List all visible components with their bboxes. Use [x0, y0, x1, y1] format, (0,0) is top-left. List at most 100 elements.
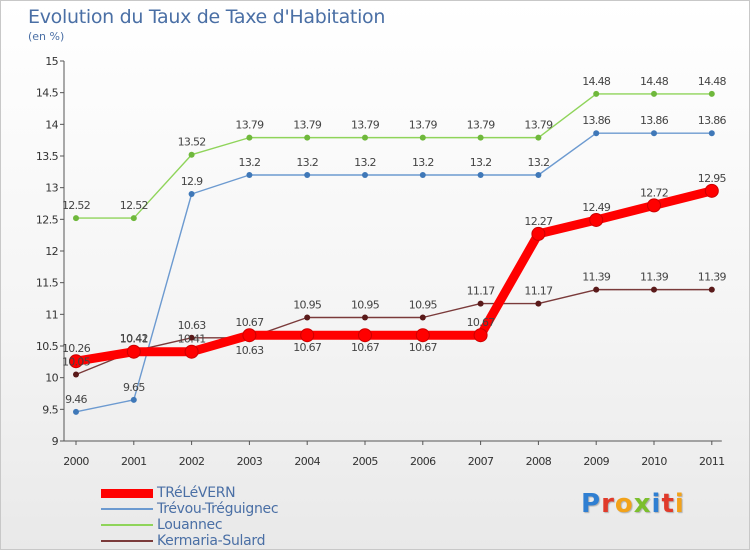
data-point-louannec — [708, 90, 715, 97]
data-label-tr-l-vern: 12.95 — [698, 172, 727, 185]
x-tick-label: 2003 — [237, 455, 263, 468]
data-label-kermaria-sulard: 10.95 — [293, 299, 322, 312]
data-label-tr-l-vern: 10.41 — [120, 333, 148, 346]
data-label-kermaria-sulard: 11.17 — [524, 285, 553, 298]
data-label-tr-l-vern: 10.67 — [351, 341, 380, 354]
data-label-louannec: 14.48 — [582, 75, 611, 88]
data-point-tr-l-vern — [589, 212, 604, 227]
data-label-tr-l-vern: 10.67 — [235, 316, 264, 329]
data-label-kermaria-sulard: 10.63 — [235, 344, 264, 357]
data-point-tr-l-vern — [184, 344, 199, 359]
data-point-tr-l-vern — [473, 328, 488, 343]
series-line-tr-vou-tr-guignec — [75, 132, 713, 413]
data-point-tr-l-vern — [647, 198, 661, 213]
data-label-tr-vou-tr-guignec: 13.86 — [698, 114, 727, 127]
data-label-louannec: 12.52 — [62, 199, 90, 212]
data-label-tr-l-vern: 10.41 — [178, 333, 206, 346]
legend-label: Kermaria-Sulard — [157, 533, 266, 549]
data-point-tr-vou-tr-guignec — [535, 172, 542, 178]
data-point-kermaria-sulard — [535, 300, 542, 307]
legend-swatch — [101, 524, 153, 526]
data-label-tr-l-vern: 10.67 — [467, 316, 496, 329]
y-tick-label: 14.5 — [36, 87, 59, 100]
x-tick-label: 2004 — [294, 455, 320, 468]
data-point-tr-vou-tr-guignec — [651, 130, 657, 137]
data-label-kermaria-sulard: 11.39 — [640, 271, 669, 284]
data-point-louannec — [535, 134, 542, 141]
data-label-kermaria-sulard: 11.17 — [467, 285, 496, 298]
data-label-tr-vou-tr-guignec: 13.2 — [470, 156, 492, 169]
data-label-kermaria-sulard: 10.42 — [120, 332, 148, 345]
y-tick-label: 14 — [45, 118, 58, 131]
x-tick-label: 2007 — [468, 455, 494, 468]
data-point-tr-vou-tr-guignec — [419, 172, 426, 178]
data-label-kermaria-sulard: 11.39 — [582, 271, 611, 284]
x-tick-label: 2011 — [699, 455, 725, 468]
series-line-tr-l-vern — [71, 186, 717, 366]
data-label-kermaria-sulard: 10.95 — [409, 299, 438, 312]
y-tick-label: 12.5 — [36, 213, 59, 226]
y-tick-label: 13 — [45, 182, 58, 195]
data-label-tr-vou-tr-guignec: 13.2 — [354, 156, 376, 169]
legend-item-kermaria-sulard: Kermaria-Sulard — [101, 533, 301, 549]
data-point-tr-vou-tr-guignec — [188, 191, 195, 197]
data-label-tr-vou-tr-guignec: 13.2 — [412, 156, 434, 169]
y-tick-label: 12 — [45, 245, 58, 258]
series-line-kermaria-sulard — [75, 288, 713, 376]
data-label-tr-l-vern: 10.26 — [62, 342, 91, 355]
data-point-kermaria-sulard — [362, 314, 368, 321]
data-point-tr-l-vern — [300, 328, 315, 343]
data-label-louannec: 14.48 — [698, 75, 727, 88]
data-label-louannec: 12.52 — [120, 199, 148, 212]
data-label-tr-vou-tr-guignec: 13.2 — [239, 156, 261, 169]
data-point-tr-vou-tr-guignec — [73, 408, 79, 415]
y-tick-label: 15 — [45, 55, 58, 68]
data-label-louannec: 13.79 — [524, 119, 553, 132]
data-label-louannec: 14.48 — [640, 75, 669, 88]
data-label-louannec: 13.79 — [235, 119, 264, 132]
legend-label: TRéLéVERN — [157, 485, 236, 501]
x-tick-label: 2002 — [179, 455, 205, 468]
y-tick-label: 9 — [52, 435, 59, 448]
y-tick-label: 13.5 — [36, 150, 59, 163]
data-label-louannec: 13.79 — [409, 119, 438, 132]
data-point-tr-l-vern — [126, 344, 141, 359]
x-tick-label: 2009 — [583, 455, 609, 468]
data-point-kermaria-sulard — [651, 286, 657, 293]
legend-swatch — [101, 540, 153, 542]
legend-item-louannec: Louannec — [101, 517, 301, 533]
data-point-louannec — [477, 134, 484, 141]
data-point-louannec — [304, 134, 311, 141]
data-point-louannec — [73, 215, 79, 222]
legend: TRéLéVERN Trévou-Tréguignec Louannec Kermar… — [101, 485, 301, 549]
data-point-tr-vou-tr-guignec — [304, 172, 311, 178]
y-tick-label: 10 — [45, 372, 58, 385]
legend-item-tr-vou-tr-guignec: Trévou-Tréguignec — [101, 501, 301, 517]
chart-subtitle: (en %) — [28, 30, 65, 43]
y-tick-label: 9.5 — [42, 403, 58, 416]
data-point-kermaria-sulard — [477, 300, 484, 307]
data-label-louannec: 13.79 — [467, 119, 496, 132]
data-point-kermaria-sulard — [593, 286, 600, 293]
data-point-tr-vou-tr-guignec — [593, 130, 600, 137]
data-label-tr-l-vern: 10.67 — [293, 341, 322, 354]
legend-label: Trévou-Tréguignec — [157, 501, 279, 517]
x-tick-label: 2010 — [641, 455, 667, 468]
data-point-tr-vou-tr-guignec — [708, 130, 715, 137]
data-point-tr-l-vern — [415, 328, 430, 343]
data-label-tr-vou-tr-guignec: 13.86 — [582, 114, 611, 127]
data-point-tr-l-vern — [242, 328, 257, 343]
data-point-louannec — [130, 215, 137, 222]
data-point-kermaria-sulard — [188, 334, 195, 341]
data-point-tr-l-vern — [358, 328, 372, 343]
data-point-louannec — [651, 90, 657, 97]
data-point-kermaria-sulard — [73, 371, 79, 378]
data-label-kermaria-sulard: 10.95 — [351, 299, 380, 312]
data-label-kermaria-sulard: 10.05 — [62, 356, 91, 369]
data-label-tr-l-vern: 12.72 — [640, 186, 668, 199]
data-point-tr-vou-tr-guignec — [362, 172, 368, 178]
y-tick-label: 10.5 — [36, 340, 59, 353]
data-point-kermaria-sulard — [708, 286, 715, 293]
proxiti-logo: Proxiti — [581, 489, 685, 519]
